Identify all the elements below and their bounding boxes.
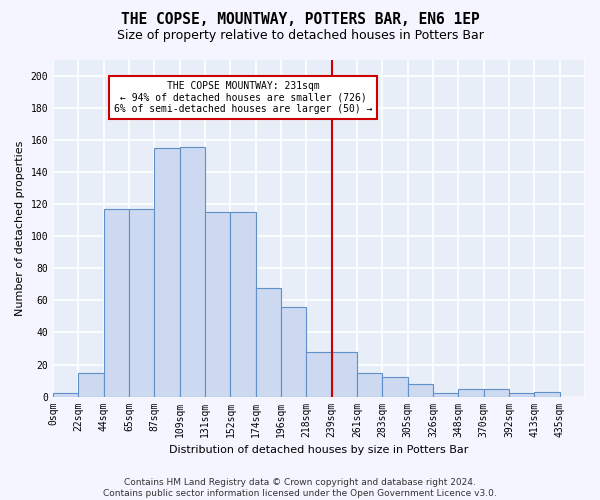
Text: THE COPSE MOUNTWAY: 231sqm
← 94% of detached houses are smaller (726)
6% of semi: THE COPSE MOUNTWAY: 231sqm ← 94% of deta…	[114, 81, 372, 114]
Text: Contains HM Land Registry data © Crown copyright and database right 2024.
Contai: Contains HM Land Registry data © Crown c…	[103, 478, 497, 498]
X-axis label: Distribution of detached houses by size in Potters Bar: Distribution of detached houses by size …	[169, 445, 469, 455]
Bar	[509, 394, 535, 396]
Bar	[332, 352, 357, 397]
Bar	[382, 378, 407, 396]
Bar	[79, 372, 104, 396]
Bar	[535, 392, 560, 396]
Bar	[179, 146, 205, 396]
Bar	[256, 288, 281, 397]
Bar	[129, 209, 154, 396]
Bar	[205, 212, 230, 396]
Bar	[407, 384, 433, 396]
Bar	[154, 148, 179, 396]
Bar	[458, 388, 484, 396]
Bar	[433, 394, 458, 396]
Bar	[281, 307, 307, 396]
Bar	[357, 372, 382, 396]
Text: THE COPSE, MOUNTWAY, POTTERS BAR, EN6 1EP: THE COPSE, MOUNTWAY, POTTERS BAR, EN6 1E…	[121, 12, 479, 28]
Bar	[307, 352, 332, 397]
Bar	[484, 388, 509, 396]
Bar	[104, 209, 129, 396]
Bar	[230, 212, 256, 396]
Y-axis label: Number of detached properties: Number of detached properties	[15, 140, 25, 316]
Bar	[53, 394, 79, 396]
Text: Size of property relative to detached houses in Potters Bar: Size of property relative to detached ho…	[116, 29, 484, 42]
